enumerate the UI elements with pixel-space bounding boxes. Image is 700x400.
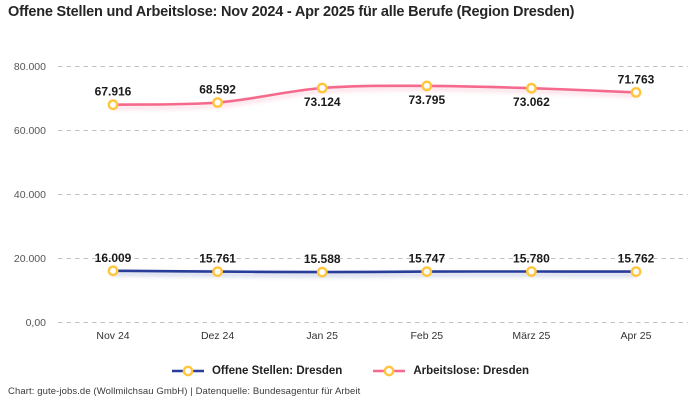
line-marker-icon (171, 365, 204, 377)
data-point-marker[interactable] (212, 266, 224, 277)
data-point-label: 15.588 (304, 252, 341, 266)
data-point-label: 67.916 (95, 85, 132, 99)
series-line-arbeitslose-dresden (111, 84, 638, 106)
data-point-marker[interactable] (526, 266, 537, 277)
data-point-label: 71.763 (618, 72, 655, 86)
legend-label-arbeitslose: Arbeitslose: Dresden (413, 365, 530, 377)
data-point-marker[interactable] (421, 266, 433, 277)
data-point-marker[interactable] (107, 99, 119, 111)
data-point-label: 73.795 (408, 93, 445, 107)
legend-item-arbeitslose[interactable]: Arbeitslose: Dresden (372, 365, 529, 377)
data-point-marker[interactable] (316, 266, 328, 278)
data-point-label: 68.592 (199, 83, 236, 97)
x-axis-tick-label: Nov 24 (96, 330, 129, 342)
y-axis-tick-label: 20.000 (14, 253, 46, 265)
data-point-marker[interactable] (630, 87, 642, 98)
data-point-label: 15.780 (513, 252, 550, 266)
y-axis-tick-label: 40.000 (14, 189, 46, 201)
x-axis-tick-label: Apr 25 (621, 330, 652, 342)
data-point-marker[interactable] (421, 80, 433, 92)
data-point-marker[interactable] (316, 82, 328, 94)
y-axis-tick-label: 60.000 (14, 125, 46, 137)
data-point-label: 15.761 (199, 252, 236, 266)
x-axis-tick-label: Dez 24 (201, 330, 234, 342)
data-point-marker[interactable] (212, 97, 224, 108)
data-point-marker[interactable] (107, 265, 119, 277)
legend-item-offene-stellen[interactable]: Offene Stellen: Dresden (171, 365, 342, 377)
data-point-marker[interactable] (526, 82, 537, 94)
data-point-label: 15.747 (408, 252, 445, 266)
x-axis-tick-label: März 25 (512, 330, 550, 342)
data-point-marker[interactable] (630, 266, 642, 277)
chart-title: Offene Stellen und Arbeitslose: Nov 2024… (8, 4, 575, 20)
data-point-label: 16.009 (95, 251, 132, 265)
data-point-label: 73.124 (304, 95, 341, 109)
legend: Offene Stellen: Dresden Arbeitslose: Dre… (0, 360, 700, 382)
series-line-offene-stellen-dresden (111, 269, 638, 274)
data-point-label: 73.062 (513, 95, 550, 109)
legend-marker-icon (383, 365, 395, 377)
y-axis-tick-label: 80.000 (14, 61, 46, 73)
data-point-label: 15.762 (618, 252, 655, 266)
legend-label-offene-stellen: Offene Stellen: Dresden (211, 365, 343, 377)
attribution-text: Chart: gute-jobs.de (Wollmilchsau GmbH) … (8, 386, 361, 397)
line-marker-icon (373, 365, 406, 377)
y-axis-tick-label: 0,00 (26, 317, 47, 329)
x-axis-tick-label: Feb 25 (410, 330, 443, 342)
x-axis-tick-label: Jan 25 (306, 330, 338, 342)
legend-marker-icon (182, 365, 194, 377)
